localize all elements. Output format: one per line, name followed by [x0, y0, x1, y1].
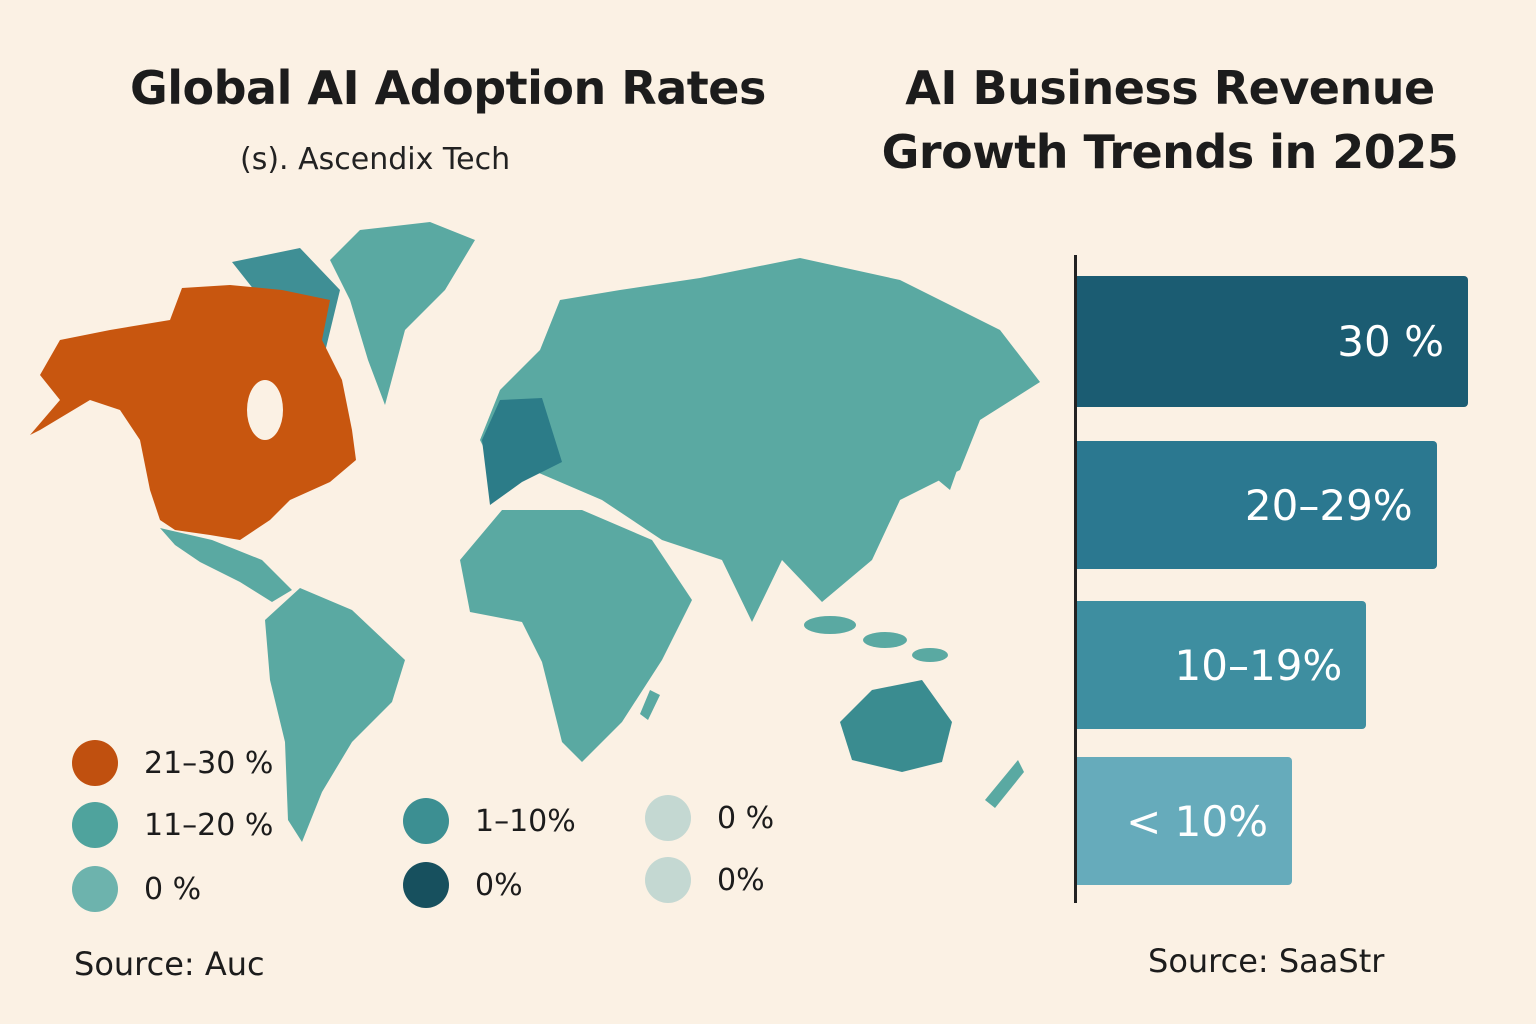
bar-label: 20–29% — [1244, 480, 1413, 530]
map-subtitle: (s). Ascendix Tech — [240, 142, 511, 177]
map-indonesia-east — [863, 632, 907, 648]
map-new-guinea — [912, 648, 948, 662]
map-south-america — [265, 588, 405, 842]
legend-swatch — [72, 740, 118, 786]
legend-item: 0% — [645, 857, 765, 903]
map-japan — [938, 418, 972, 490]
legend-swatch — [403, 798, 449, 844]
map-source: Source: Auc — [74, 945, 265, 983]
map-hudson-bay — [247, 380, 283, 440]
bar-label: 10–19% — [1174, 640, 1343, 690]
map-indonesia — [804, 616, 856, 634]
legend-item: 11–20 % — [72, 802, 273, 848]
legend-label: 1–10% — [475, 803, 576, 839]
legend-swatch — [403, 862, 449, 908]
legend-label: 21–30 % — [144, 745, 274, 781]
bar: 10–19% — [1077, 601, 1367, 729]
map-europe — [482, 398, 562, 505]
legend-item: 1–10% — [403, 798, 576, 844]
bar-label: 30 % — [1337, 317, 1444, 366]
map-africa — [460, 510, 692, 762]
map-central-america — [160, 528, 292, 602]
bar: < 10% — [1077, 757, 1293, 885]
legend-swatch — [645, 795, 691, 841]
legend-item: 0 % — [645, 795, 774, 841]
legend-label: 11–20 % — [144, 807, 274, 843]
map-north-america — [30, 285, 356, 540]
legend-item: 0% — [403, 862, 523, 908]
map-madagascar — [640, 690, 660, 720]
legend-label: 0 % — [717, 800, 775, 836]
legend-swatch — [72, 866, 118, 912]
legend-swatch — [72, 802, 118, 848]
map-new-zealand — [985, 760, 1024, 808]
map-eurasia — [480, 258, 1040, 622]
legend-label: 0% — [717, 862, 765, 898]
legend-item: 0 % — [72, 866, 201, 912]
bar-source: Source: SaaStr — [1148, 942, 1385, 980]
chart-title: AI Business Revenue Growth Trends in 202… — [881, 61, 1459, 179]
map-australia — [840, 680, 952, 772]
legend-swatch — [645, 857, 691, 903]
legend-label: 0 % — [144, 871, 202, 907]
map-greenland — [330, 222, 475, 405]
bar: 30 % — [1077, 276, 1468, 407]
bar: 20–29% — [1077, 441, 1437, 569]
map-title: Global AI Adoption Rates — [130, 61, 766, 115]
bar-label: < 10% — [1126, 796, 1269, 846]
legend-label: 0% — [475, 867, 523, 903]
legend-item: 21–30 % — [72, 740, 273, 786]
bar-axis — [1074, 255, 1077, 903]
